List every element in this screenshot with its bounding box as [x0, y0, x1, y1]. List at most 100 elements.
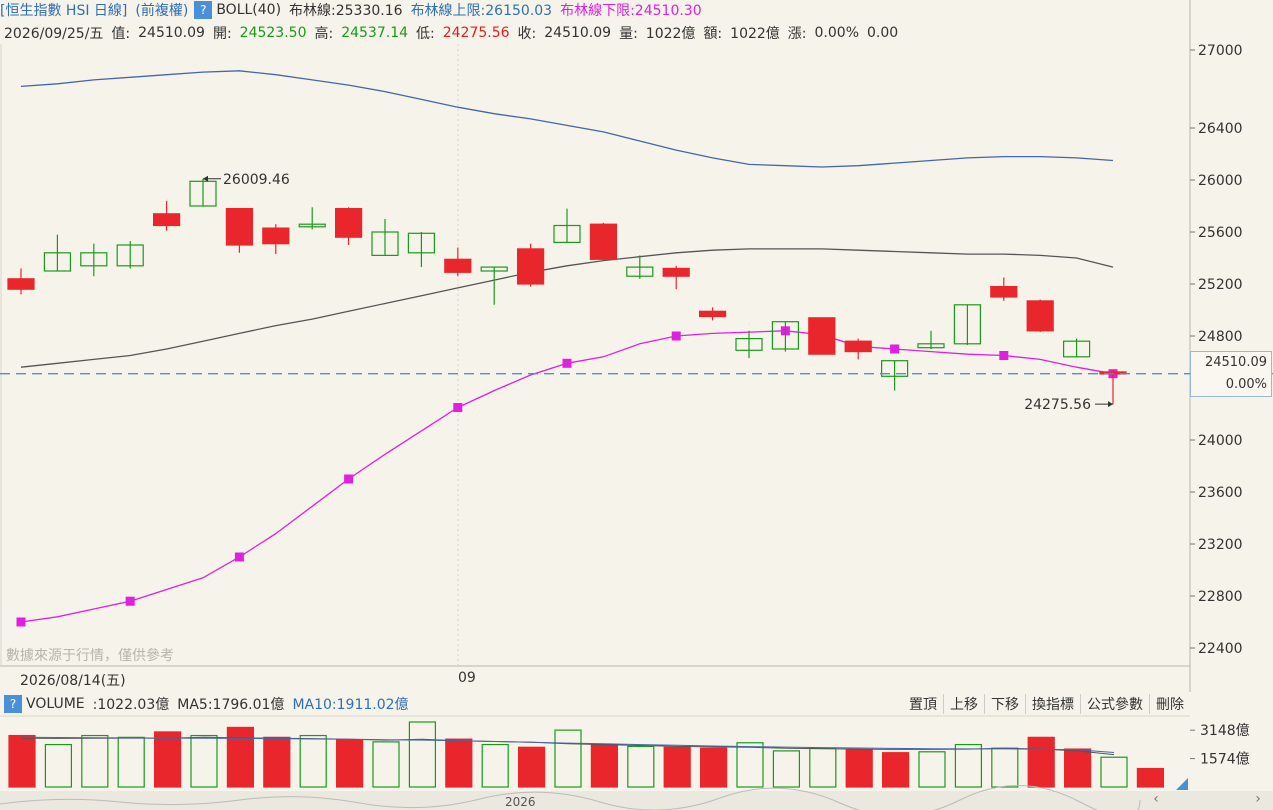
resize-corner-icon[interactable]	[1176, 778, 1188, 790]
volume-bar	[1027, 736, 1055, 788]
scroll-right-icon[interactable]: ›	[1255, 791, 1261, 807]
pin-top-button[interactable]: 置頂	[903, 694, 944, 714]
y-tick-label: 26000	[1198, 173, 1243, 189]
open-value: 24523.50	[239, 25, 307, 41]
candle-body	[116, 244, 144, 267]
candle-body	[735, 338, 763, 351]
move-down-button[interactable]: 下移	[985, 694, 1026, 714]
volume-bar	[918, 751, 946, 788]
volume-bar	[190, 734, 218, 788]
indicator-name[interactable]: BOLL(40)	[216, 2, 282, 18]
candle-body	[80, 252, 108, 267]
volume-tick-label: 3148億	[1200, 723, 1250, 739]
candle-body	[771, 321, 800, 350]
volume-bar	[1136, 767, 1165, 788]
volume-bar	[8, 734, 36, 788]
volume-bar	[445, 738, 473, 788]
change-label: 漲:	[787, 26, 807, 42]
volume-toolbar: 置頂 上移 下移 換指標 公式參數 刪除	[903, 694, 1190, 714]
help-icon[interactable]: ?	[194, 1, 213, 19]
change-value: 0.00	[867, 25, 899, 41]
chart-header: [恒生指數 HSI 日線] (前複權) ? BOLL(40) 布林線:25330…	[0, 0, 1190, 20]
boll-lower-marker	[890, 344, 900, 354]
volume-bar	[44, 743, 73, 788]
annotation-label: 26009.46	[223, 172, 290, 188]
price-chart[interactable]: 2240022800232002360024000244002480025200…	[0, 0, 1273, 692]
volume-bar	[517, 746, 546, 788]
y-tick-label: 23200	[1198, 537, 1243, 553]
high-label: 高:	[314, 26, 334, 42]
annotation-label: 24275.56	[1024, 397, 1091, 413]
boll-lower-marker	[125, 596, 135, 606]
last-price-tag: 24510.09 0.00%	[1190, 351, 1272, 397]
boll-lower-marker	[344, 474, 354, 484]
y-tick-label: 22400	[1198, 641, 1243, 657]
volume-bar	[481, 743, 509, 788]
boll-upper-label: 布林線上限:26150.03	[410, 3, 553, 19]
volume-ma5-line	[21, 736, 1115, 756]
volume-bar	[1100, 756, 1128, 788]
volume-title[interactable]: VOLUME	[26, 696, 85, 712]
y-tick-label: 22800	[1198, 589, 1243, 605]
volume-help-icon[interactable]: ?	[4, 695, 22, 713]
candle-body	[626, 266, 654, 277]
amount-label: 額:	[703, 26, 723, 42]
volume-bar	[991, 747, 1019, 788]
x-axis-start-date: 2026/08/14(五)	[20, 673, 126, 689]
y-tick-label: 24000	[1198, 433, 1243, 449]
candle-body	[153, 213, 181, 227]
volume-header: ? VOLUME :1022.03億 MA5:1796.01億 MA10:191…	[0, 694, 1190, 714]
candle-body	[225, 208, 253, 246]
volume-bar	[809, 747, 837, 788]
boll-upper-line	[20, 70, 1114, 168]
candle-body	[990, 286, 1018, 298]
volume-ma10: MA10:1911.02億	[292, 697, 409, 713]
candle-body	[917, 343, 945, 349]
volume-bar	[81, 734, 109, 788]
data-source-watermark: 數據來源于行情，僅供參考	[6, 648, 174, 664]
candle-body	[880, 360, 909, 377]
candle-body	[298, 223, 326, 228]
candle-body	[189, 180, 217, 207]
delete-button[interactable]: 刪除	[1156, 697, 1184, 713]
value-label: 值:	[111, 26, 131, 42]
candle-body	[480, 266, 508, 272]
move-up-button[interactable]: 上移	[944, 694, 985, 714]
candle-body	[953, 304, 982, 345]
candle-body	[516, 248, 545, 285]
formula-params-button[interactable]: 公式參數	[1081, 694, 1150, 714]
candle-body	[589, 223, 618, 260]
open-label: 開:	[212, 26, 232, 42]
boll-lower-marker	[16, 617, 26, 627]
bollinger-bands	[16, 70, 1118, 627]
boll-lower-marker	[562, 358, 572, 368]
adjust-label[interactable]: (前複權)	[135, 3, 189, 19]
candle-body	[407, 232, 435, 254]
volume-label: 量:	[619, 26, 638, 42]
volume-bar	[336, 739, 364, 788]
volume-current: :1022.03億	[92, 697, 170, 713]
volume-value: 1022億	[645, 26, 696, 42]
candle-body	[262, 227, 290, 245]
symbol-label[interactable]: [恒生指數 HSI 日線]	[0, 3, 128, 19]
change-pct: 0.00%	[814, 25, 859, 41]
volume-bar	[299, 734, 327, 788]
close-label: 收:	[517, 26, 537, 42]
scroll-left-icon[interactable]: ‹	[1153, 791, 1159, 807]
quote-bar: 2026/09/25/五 值: 24510.09 開: 24523.50 高: …	[0, 23, 1190, 43]
boll-lower-marker	[234, 552, 244, 562]
overview-bar[interactable]	[0, 791, 1273, 810]
last-price-pct: 0.00%	[1225, 377, 1267, 392]
value-text: 24510.09	[138, 25, 205, 41]
close-value: 24510.09	[544, 25, 612, 41]
volume-bar	[263, 736, 291, 788]
switch-indicator-button[interactable]: 換指標	[1026, 694, 1081, 714]
volume-tick-label: 1574億	[1200, 752, 1250, 768]
quote-date: 2026/09/25/五	[4, 26, 104, 42]
y-tick-label: 24800	[1198, 329, 1243, 345]
candle-body	[1062, 340, 1091, 358]
low-label: 低:	[416, 26, 435, 42]
volume-bar	[154, 731, 182, 788]
boll-mid-label: 布林線:25330.16	[289, 3, 403, 19]
y-tick-label: 23600	[1198, 485, 1243, 501]
